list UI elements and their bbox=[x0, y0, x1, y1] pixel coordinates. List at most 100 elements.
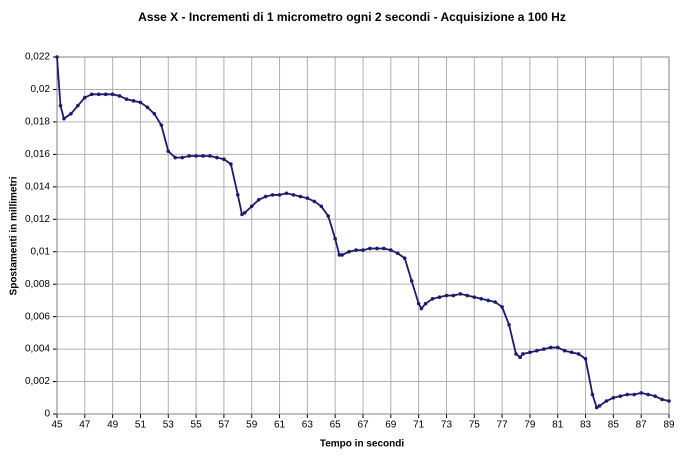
x-tick-label: 77 bbox=[497, 420, 509, 431]
x-tick-label: 79 bbox=[524, 420, 536, 431]
data-point bbox=[667, 399, 671, 403]
x-tick-label: 85 bbox=[608, 420, 620, 431]
data-point bbox=[361, 248, 365, 252]
x-tick-label: 55 bbox=[191, 420, 203, 431]
data-point bbox=[291, 193, 296, 197]
data-point bbox=[131, 99, 136, 103]
data-point bbox=[458, 292, 463, 296]
y-tick-label: 0,018 bbox=[25, 117, 50, 128]
data-point bbox=[270, 193, 275, 197]
data-point bbox=[562, 348, 567, 353]
data-point bbox=[409, 279, 414, 283]
x-tick-label: 81 bbox=[552, 420, 564, 431]
x-tick-label: 57 bbox=[218, 420, 230, 431]
data-point bbox=[55, 55, 59, 59]
data-point bbox=[389, 248, 393, 252]
x-tick-label: 47 bbox=[79, 420, 91, 431]
data-point bbox=[555, 345, 560, 350]
data-point bbox=[486, 298, 490, 303]
data-point bbox=[242, 210, 247, 215]
data-point bbox=[472, 295, 477, 299]
data-point bbox=[611, 395, 616, 400]
data-point bbox=[347, 249, 351, 254]
y-tick-label: 0,004 bbox=[25, 344, 50, 355]
x-axis-title: Tempo in secondi bbox=[320, 439, 404, 450]
data-point bbox=[103, 92, 108, 97]
data-point bbox=[653, 394, 657, 398]
data-point bbox=[507, 322, 511, 327]
x-tick-label: 59 bbox=[246, 420, 258, 431]
data-point bbox=[166, 149, 171, 153]
data-point bbox=[597, 404, 602, 408]
data-point bbox=[465, 293, 470, 298]
data-point bbox=[152, 111, 157, 116]
data-point bbox=[236, 193, 240, 197]
data-point bbox=[305, 196, 310, 200]
data-point bbox=[542, 347, 546, 351]
data-point bbox=[521, 352, 525, 356]
data-point bbox=[180, 155, 184, 160]
data-point bbox=[395, 251, 400, 256]
y-axis-title: Spostamenti in millimetri bbox=[9, 176, 20, 295]
data-point bbox=[493, 300, 497, 304]
x-tick-label: 51 bbox=[135, 420, 147, 431]
y-tick-label: 0,022 bbox=[25, 52, 50, 63]
x-tick-label: 65 bbox=[330, 420, 342, 431]
data-point bbox=[437, 295, 442, 299]
data-point bbox=[500, 305, 504, 309]
x-tick-label: 73 bbox=[441, 420, 453, 431]
data-point bbox=[639, 391, 643, 395]
data-point bbox=[625, 392, 630, 397]
data-point bbox=[632, 392, 637, 397]
x-tick-label: 75 bbox=[469, 420, 481, 431]
y-tick-label: 0,008 bbox=[25, 279, 50, 290]
y-tick-label: 0,014 bbox=[25, 181, 50, 192]
data-point bbox=[319, 204, 324, 209]
data-point bbox=[594, 405, 599, 410]
data-point bbox=[159, 123, 164, 127]
data-point bbox=[240, 212, 244, 217]
data-point bbox=[229, 162, 233, 166]
x-tick-label: 45 bbox=[51, 420, 63, 431]
data-point bbox=[187, 154, 191, 158]
y-tick-label: 0,016 bbox=[25, 149, 50, 160]
data-point bbox=[215, 155, 219, 160]
data-point bbox=[263, 194, 268, 199]
y-tick-label: 0,02 bbox=[31, 84, 51, 95]
data-point bbox=[222, 157, 226, 162]
data-point bbox=[416, 301, 421, 306]
x-tick-label: 83 bbox=[580, 420, 592, 431]
data-point bbox=[256, 198, 261, 202]
data-point bbox=[430, 296, 435, 301]
y-tick-label: 0,012 bbox=[25, 214, 50, 225]
data-point bbox=[535, 348, 539, 353]
data-point bbox=[354, 248, 358, 252]
x-tick-label: 67 bbox=[357, 420, 369, 431]
data-point bbox=[89, 92, 94, 97]
data-point bbox=[451, 293, 456, 298]
data-point bbox=[277, 193, 282, 197]
data-point bbox=[333, 236, 337, 241]
data-point bbox=[340, 253, 344, 257]
y-tick-label: 0,01 bbox=[31, 246, 51, 257]
data-point bbox=[69, 111, 73, 116]
data-point bbox=[590, 392, 595, 397]
data-point bbox=[368, 246, 372, 251]
data-point bbox=[138, 100, 143, 105]
data-point bbox=[110, 92, 115, 97]
data-point bbox=[194, 154, 198, 158]
data-point bbox=[618, 394, 623, 398]
data-point bbox=[479, 296, 484, 301]
data-point bbox=[326, 214, 331, 218]
data-point bbox=[518, 355, 522, 360]
data-point bbox=[576, 352, 581, 356]
data-point bbox=[646, 392, 650, 397]
data-point bbox=[337, 253, 342, 257]
data-point bbox=[583, 357, 588, 361]
x-tick-label: 69 bbox=[385, 420, 397, 431]
data-point bbox=[76, 103, 80, 108]
data-point bbox=[419, 306, 424, 311]
data-point bbox=[382, 246, 386, 251]
data-point bbox=[548, 345, 553, 350]
x-tick-label: 63 bbox=[302, 420, 314, 431]
